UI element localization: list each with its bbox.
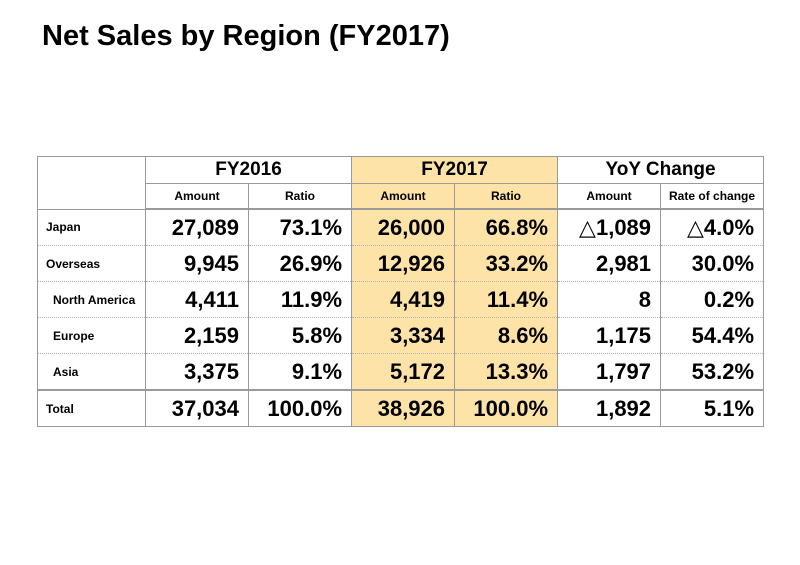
- net-sales-table: FY2016 FY2017 YoY Change Amount Ratio Am…: [37, 156, 765, 427]
- group-header-yoy: YoY Change: [557, 156, 765, 184]
- table-cell: 37,034: [145, 389, 249, 427]
- table-cell: 5.1%: [660, 389, 765, 427]
- subheader-fy2017-amount: Amount: [351, 183, 456, 210]
- table-cell: 30.0%: [660, 245, 765, 282]
- table-cell: 26.9%: [247, 245, 353, 282]
- table-cell: 5,172: [351, 353, 456, 391]
- row-label: Europe: [37, 317, 146, 354]
- table-cell: 9.1%: [247, 353, 353, 391]
- table-cell: 4,411: [145, 281, 249, 318]
- row-label: Japan: [37, 208, 146, 246]
- table-cell: 27,089: [145, 208, 249, 246]
- table-cell: 9,945: [145, 245, 249, 282]
- table-row-overseas: Overseas 9,945 26.9% 12,926 33.2% 2,981 …: [37, 245, 765, 282]
- table-cell: 11.9%: [247, 281, 353, 318]
- table-row-japan: Japan 27,089 73.1% 26,000 66.8% △1,089 △…: [37, 208, 765, 246]
- row-label: Total: [37, 389, 146, 427]
- subheader-yoy-amount: Amount: [557, 183, 662, 210]
- table-cell: 53.2%: [660, 353, 765, 391]
- subheader-fy2016-ratio: Ratio: [247, 183, 353, 210]
- table-cell: 1,175: [557, 317, 662, 354]
- row-label: Overseas: [37, 245, 146, 282]
- table-cell: 11.4%: [454, 281, 559, 318]
- table-cell: 1,797: [557, 353, 662, 391]
- table-cell: 2,981: [557, 245, 662, 282]
- table-row-asia: Asia 3,375 9.1% 5,172 13.3% 1,797 53.2%: [37, 353, 765, 391]
- table-cell: 12,926: [351, 245, 456, 282]
- table-cell: 8.6%: [454, 317, 559, 354]
- table-cell: 1,892: [557, 389, 662, 427]
- table-cell: 4,419: [351, 281, 456, 318]
- table-cell: 3,334: [351, 317, 456, 354]
- group-header-fy2016: FY2016: [144, 156, 353, 184]
- table-cell: △1,089: [557, 208, 662, 246]
- corner-cell: [37, 156, 146, 210]
- table-cell: △4.0%: [660, 208, 765, 246]
- row-label: Asia: [37, 353, 146, 391]
- table-cell: 13.3%: [454, 353, 559, 391]
- table-cell: 2,159: [145, 317, 249, 354]
- table-cell: 54.4%: [660, 317, 765, 354]
- subheader-row: Amount Ratio Amount Ratio Amount Rate of…: [38, 183, 765, 210]
- table-cell: 100.0%: [247, 389, 353, 427]
- table-cell: 26,000: [351, 208, 456, 246]
- table-cell: 100.0%: [454, 389, 559, 427]
- table-cell: 73.1%: [247, 208, 353, 246]
- table-row-total: Total 37,034 100.0% 38,926 100.0% 1,892 …: [37, 389, 765, 427]
- table-cell: 66.8%: [454, 208, 559, 246]
- table-cell: 0.2%: [660, 281, 765, 318]
- table-cell: 38,926: [351, 389, 456, 427]
- group-header-row: FY2016 FY2017 YoY Change: [37, 156, 765, 210]
- subheader-fy2017-ratio: Ratio: [454, 183, 559, 210]
- table-row-europe: Europe 2,159 5.8% 3,334 8.6% 1,175 54.4%: [37, 317, 765, 354]
- page-title: Net Sales by Region (FY2017): [42, 20, 450, 52]
- table-cell: 5.8%: [247, 317, 353, 354]
- group-header-fy2017: FY2017: [351, 156, 559, 184]
- table-cell: 8: [557, 281, 662, 318]
- table-row-north-america: North America 4,411 11.9% 4,419 11.4% 8 …: [37, 281, 765, 318]
- row-label: North America: [37, 281, 146, 318]
- subheader-yoy-rate: Rate of change: [660, 183, 765, 210]
- table-cell: 33.2%: [454, 245, 559, 282]
- subheader-fy2016-amount: Amount: [145, 183, 249, 210]
- table-cell: 3,375: [145, 353, 249, 391]
